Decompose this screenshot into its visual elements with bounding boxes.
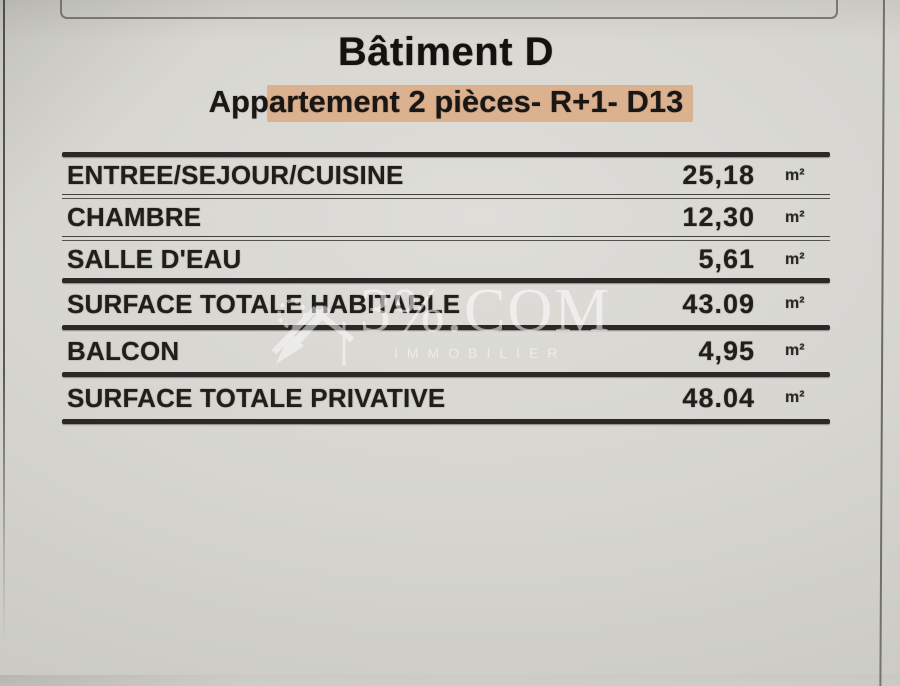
table-separator-thick	[62, 372, 830, 377]
area-unit: m²	[785, 208, 805, 226]
paper-left-edge-line	[3, 0, 5, 675]
area-value: 48.04	[682, 382, 755, 413]
area-value: 25,18	[682, 160, 755, 190]
room-label: CHAMBRE	[67, 202, 202, 232]
surface-table: ENTREE/SEJOUR/CUISINE 25,18 m² CHAMBRE 12,30…	[62, 152, 830, 424]
area-value: 5,61	[698, 244, 755, 274]
table-separator-thick	[62, 278, 830, 283]
area-value: 4,95	[698, 335, 755, 366]
area-unit: m²	[785, 342, 805, 359]
room-label: ENTREE/SEJOUR/CUISINE	[67, 160, 404, 190]
table-top-border	[62, 152, 830, 157]
table-rows: ENTREE/SEJOUR/CUISINE 25,18 m² CHAMBRE 12,30…	[62, 157, 830, 424]
table-row: ENTREE/SEJOUR/CUISINE 25,18 m²	[62, 157, 830, 194]
table-row: SURFACE TOTALE HABITABLE 43.09 m²	[62, 283, 830, 325]
room-label: BALCON	[67, 335, 180, 366]
table-separator-thick	[62, 325, 830, 330]
table-separator-thin	[62, 236, 830, 241]
paper-right-edge-line	[879, 0, 885, 686]
table-row: CHAMBRE 12,30 m²	[62, 199, 830, 236]
apartment-subtitle: Appartement 2 pièces- R+1- D13	[208, 84, 684, 119]
area-value: 43.09	[682, 288, 755, 319]
cropped-upper-table-border	[60, 0, 838, 19]
table-row: SALLE D'EAU 5,61 m²	[62, 241, 830, 278]
table-row: BALCON 4,95 m²	[62, 330, 830, 372]
table-row: SURFACE TOTALE PRIVATIVE 48.04 m²	[62, 377, 830, 419]
area-unit: m²	[785, 250, 805, 268]
table-separator-thick	[62, 419, 830, 424]
apartment-subtitle-row: Appartement 2 pièces- R+1- D13	[62, 84, 830, 124]
building-title: Bâtiment D	[337, 30, 555, 74]
room-label: SURFACE TOTALE HABITABLE	[67, 288, 461, 319]
area-unit: m²	[785, 389, 805, 406]
table-separator-thin	[62, 194, 830, 199]
area-value: 12,30	[682, 202, 755, 232]
area-unit: m²	[785, 295, 805, 312]
area-unit: m²	[785, 166, 805, 184]
room-label: SALLE D'EAU	[67, 244, 242, 274]
room-label: SURFACE TOTALE PRIVATIVE	[67, 382, 446, 413]
subtitle-highlight	[267, 85, 693, 122]
